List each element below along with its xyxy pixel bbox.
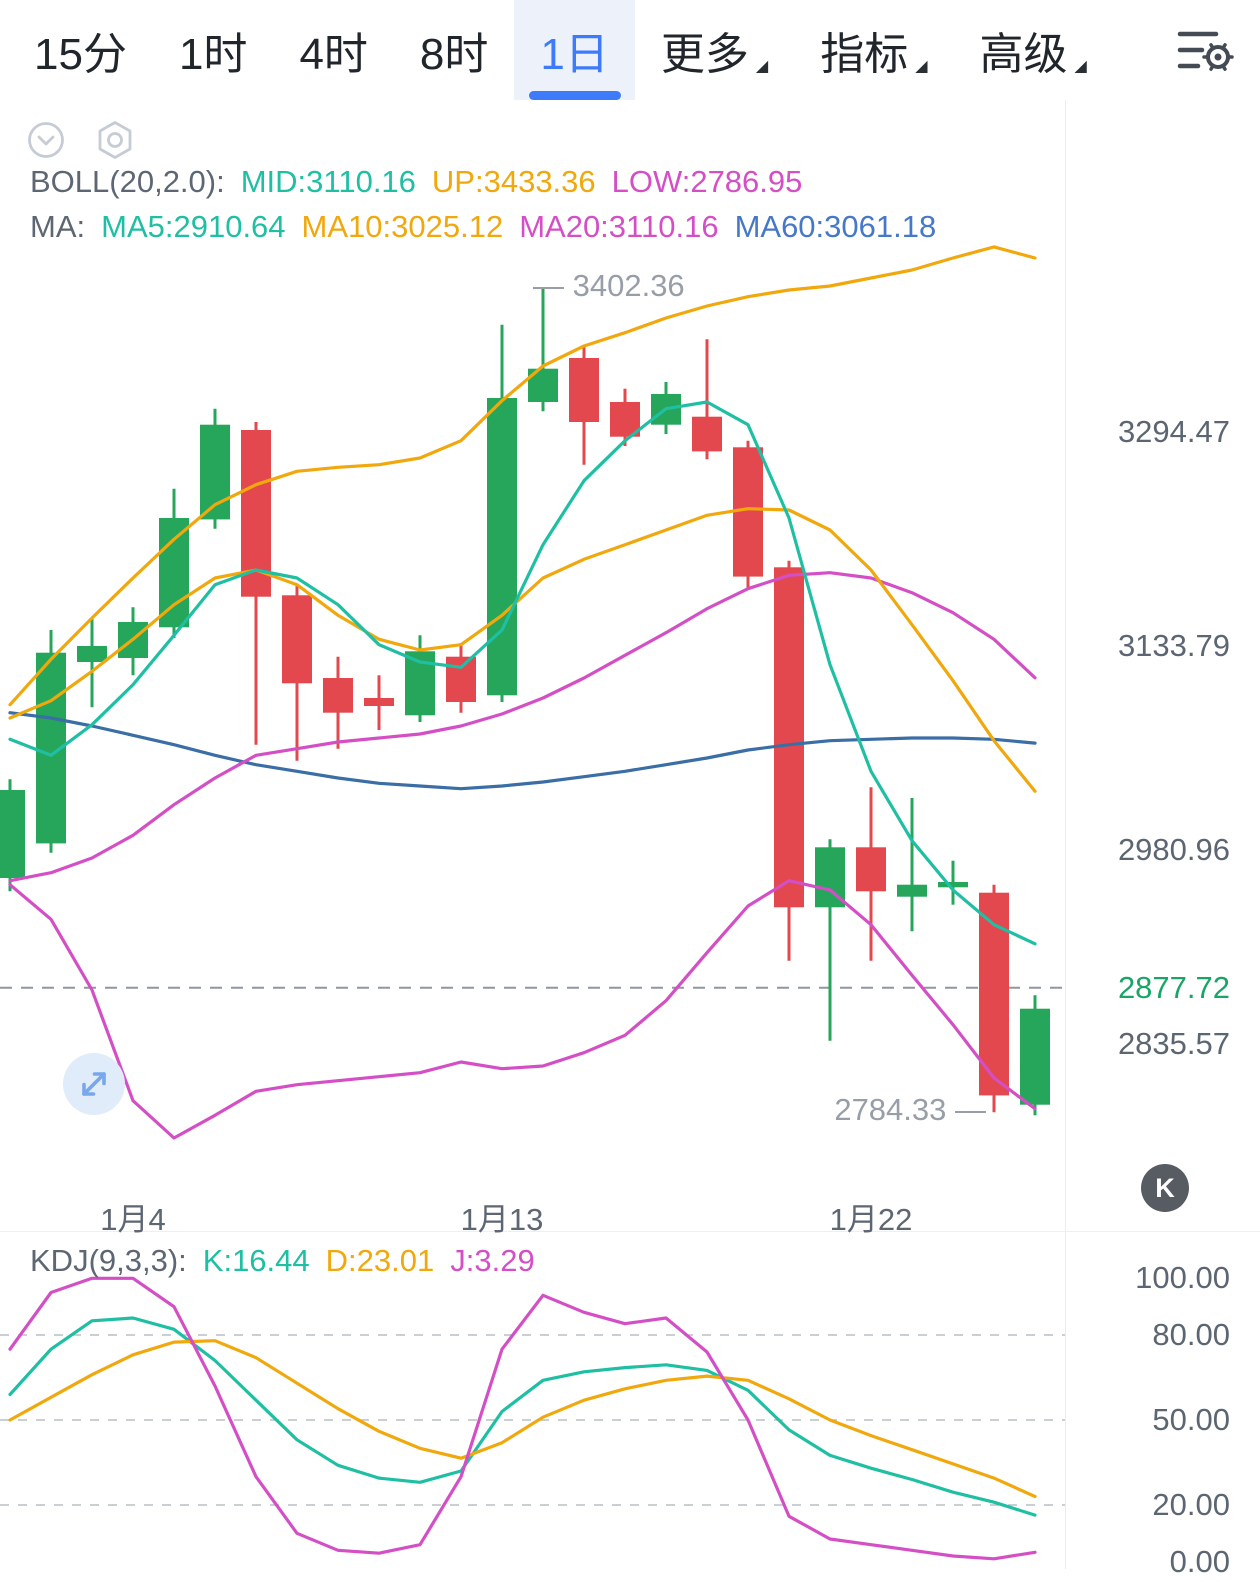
indicator-value: J:3.29	[450, 1243, 535, 1278]
price-axis: 3294.47 3133.79 2980.96 2877.72 2835.57	[1065, 100, 1260, 1195]
tab-label: 4时	[299, 30, 368, 79]
axis-divider	[1065, 100, 1066, 1569]
chart-settings-button[interactable]	[1170, 0, 1240, 100]
kdj-axis-label: 80.00	[1152, 1317, 1230, 1352]
k-period-badge[interactable]: K	[1141, 1164, 1189, 1212]
indicator-value: UP:3433.36	[431, 164, 596, 199]
ma-readout: MA: MA5:2910.64 MA10:3025.12 MA20:3110.16 MA…	[30, 209, 952, 245]
indicator-value: K:16.44	[202, 1243, 310, 1278]
indicator-name: BOLL(20,2.0):	[30, 164, 225, 199]
indicator-name: KDJ(9,3,3):	[30, 1243, 187, 1278]
date-label: 1月13	[460, 1202, 544, 1237]
collapse-icon[interactable]	[26, 120, 66, 160]
kdj-axis-label: 20.00	[1152, 1486, 1230, 1522]
chart-mini-toolbar	[26, 120, 136, 160]
timeframe-tabs: 15分 1时 4时 8时 1日 更多 ◢ 指标 ◢ 高级 ◢	[0, 0, 1113, 100]
tab-指标[interactable]: 指标 ◢	[794, 0, 953, 100]
active-tab-underline	[528, 91, 621, 100]
timeframe-toolbar: 15分 1时 4时 8时 1日 更多 ◢ 指标 ◢ 高级 ◢	[0, 0, 1260, 100]
tab-label: 指标	[820, 30, 909, 79]
tab-高级[interactable]: 高级 ◢	[954, 0, 1113, 100]
indicator-value: MA10:3025.12	[301, 209, 504, 244]
price-axis-label: 2835.57	[1117, 1025, 1230, 1061]
tab-4时[interactable]: 4时	[273, 0, 393, 100]
dropdown-corner-icon: ◢	[915, 58, 928, 75]
tab-8时[interactable]: 8时	[394, 0, 514, 100]
indicator-name: MA:	[30, 209, 86, 244]
indicator-value: MID:3110.16	[240, 164, 416, 199]
price-axis-label: 3294.47	[1117, 414, 1230, 450]
date-label: 1月4	[100, 1202, 166, 1237]
panel-divider	[0, 1231, 1260, 1232]
dropdown-corner-icon: ◢	[1074, 58, 1087, 75]
tab-1时[interactable]: 1时	[153, 0, 273, 100]
tab-更多[interactable]: 更多 ◢	[635, 0, 794, 100]
indicator-value: MA5:2910.64	[101, 209, 286, 244]
tab-label: 8时	[419, 30, 489, 79]
tab-label: 高级	[979, 30, 1068, 79]
price-axis-label: 3133.79	[1117, 628, 1230, 664]
kdj-axis: 100.00 80.00 50.00 20.00 0.00	[1065, 1232, 1260, 1578]
indicator-value: LOW:2786.95	[611, 164, 803, 199]
kdj-readout: KDJ(9,3,3): K:16.44 D:23.01 J:3.29	[30, 1243, 551, 1279]
tab-label: 15分	[34, 30, 127, 79]
kdj-axis-label: 100.00	[1135, 1260, 1230, 1296]
dropdown-corner-icon: ◢	[755, 58, 769, 75]
price-axis-label: 2980.96	[1117, 832, 1230, 868]
tab-label: 1日	[540, 30, 609, 79]
kdj-axis-label: 0.00	[1169, 1543, 1230, 1579]
indicator-value: MA20:3110.16	[519, 209, 719, 244]
kdj-axis-label: 50.00	[1152, 1402, 1230, 1437]
indicator-value: MA60:3061.18	[734, 209, 937, 244]
chart-settings-icon	[1177, 31, 1234, 71]
tab-label: 1时	[178, 30, 248, 79]
indicator-settings-icon[interactable]	[94, 120, 136, 160]
tab-1日[interactable]: 1日	[514, 0, 635, 100]
expand-icon[interactable]	[62, 1052, 126, 1121]
date-axis: 1月4 1月13 1月22	[0, 1194, 1065, 1237]
indicator-value: D:23.01	[325, 1243, 435, 1278]
candlestick-chart[interactable]	[0, 100, 1065, 1195]
tab-15分[interactable]: 15分	[8, 0, 153, 100]
date-label: 1月22	[829, 1202, 913, 1237]
price-axis-label: 2877.72	[1117, 969, 1230, 1005]
tab-label: 更多	[660, 30, 749, 79]
kdj-chart[interactable]	[0, 1232, 1065, 1569]
boll-readout: BOLL(20,2.0): MID:3110.16 UP:3433.36 LOW:27…	[30, 164, 818, 200]
